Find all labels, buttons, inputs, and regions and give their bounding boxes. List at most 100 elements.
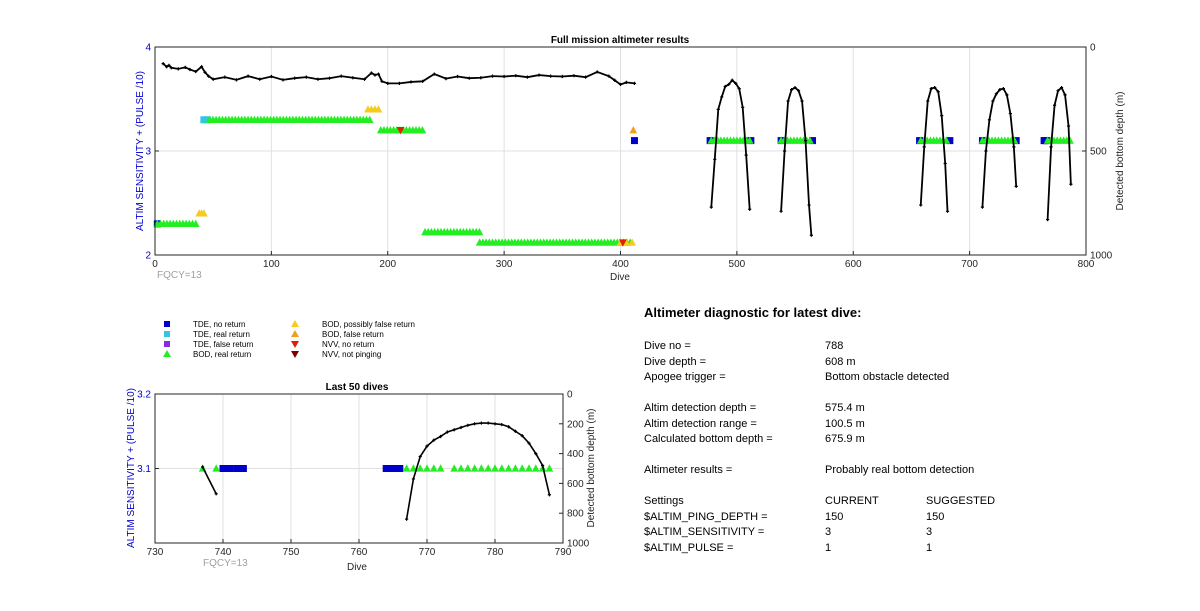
settings-header-row: Settings CURRENT SUGGESTED	[644, 495, 1164, 511]
bottom-depth-point	[803, 139, 808, 143]
setting-row: $ALTIM_PULSE = 1 1	[644, 542, 1164, 558]
bottom-depth-point	[188, 67, 192, 72]
bottom-depth-point	[1046, 218, 1050, 222]
bod-real-return-marker	[518, 464, 527, 472]
bottom-depth-point	[439, 434, 443, 439]
bottom-depth-point	[293, 76, 297, 80]
bottom-depth-point	[206, 74, 211, 78]
bottom-depth-point	[926, 99, 930, 103]
tde-no-return-marker	[809, 137, 817, 145]
bottom-depth-point	[432, 72, 436, 76]
bod-real-return-marker	[806, 136, 814, 144]
bod-real-return-marker	[409, 464, 418, 472]
apogee-trigger-row: Apogee trigger = Bottom obstacle detecte…	[644, 371, 1164, 387]
bottom-depth-point	[161, 62, 165, 66]
setting-suggested: 1	[926, 541, 933, 554]
bottom-depth-point	[418, 454, 422, 459]
top-x-axis-label: Dive	[610, 272, 630, 283]
bod-real-return-marker	[525, 464, 533, 472]
bottom-depth-point	[490, 74, 495, 78]
bottom-depth-point	[534, 452, 538, 456]
dive-no-value: 788	[825, 340, 844, 352]
bottom-depth-point	[444, 77, 448, 81]
bottom-depth-point	[214, 492, 218, 496]
bod-real-return-marker	[423, 464, 431, 472]
bottom-depth-point	[1059, 85, 1064, 90]
altim-detection-range-value: 100.5 m	[825, 417, 865, 430]
bottom-depth-line	[201, 466, 217, 495]
altim-detection-range-row: Altim detection range = 100.5 m	[644, 418, 1164, 434]
tde-no-return-marker	[396, 465, 404, 472]
bottom-depth-point	[362, 77, 367, 81]
bottom-depth-point	[618, 82, 623, 87]
bottom-depth-point	[466, 423, 470, 427]
bod-real-return-marker	[402, 464, 411, 472]
bottom-depth-point	[1008, 111, 1012, 116]
y-right-tick-label: 500	[1090, 147, 1107, 158]
bottom-depth-point	[514, 74, 518, 78]
tde-no-return-marker	[219, 465, 227, 472]
bottom-depth-point	[741, 105, 745, 109]
bottom-depth-point	[167, 63, 171, 67]
bod-real-return-marker	[531, 464, 540, 472]
bottom-depth-point	[183, 65, 187, 69]
bottom-depth-point	[929, 87, 933, 91]
y-right-tick-label: 1000	[567, 539, 590, 550]
bod-real-return-marker	[429, 464, 438, 472]
bottom-depth-point	[998, 88, 1002, 92]
settings-label: Settings	[644, 495, 684, 507]
bod-real-return-marker	[418, 126, 427, 134]
bod-possibly-false-return-marker	[374, 105, 383, 113]
bottom-depth-point	[713, 157, 717, 161]
legend-marker-tde-false-return	[164, 341, 170, 347]
bottom-depth-point	[211, 77, 215, 81]
bod-real-return-marker	[450, 464, 459, 472]
nvv-no-return-marker	[396, 127, 405, 135]
nvv-no-return-marker	[618, 239, 627, 247]
bottom-depth-point	[748, 207, 752, 211]
x-tick-label: 790	[555, 547, 572, 558]
bod-real-return-marker	[416, 464, 425, 472]
bottom-depth-point	[943, 161, 947, 166]
tde-real-return-marker	[203, 116, 211, 124]
bottom-depth-point	[980, 205, 985, 209]
setting-name: $ALTIM_PING_DEPTH =	[644, 510, 768, 523]
bottom-depth-point	[723, 84, 727, 89]
calculated-bottom-depth-row: Calculated bottom depth = 675.9 m	[644, 433, 1164, 449]
bottom-depth-line	[1046, 86, 1072, 220]
dive-depth-label: Dive depth =	[644, 355, 707, 368]
bottom-depth-point	[809, 233, 813, 237]
altim-detection-depth-label: Altim detection depth =	[644, 402, 757, 414]
bottom-depth-line	[919, 86, 949, 212]
legend-label-tde-false-return: TDE, false return	[193, 340, 253, 349]
y-right-tick-label: 0	[567, 390, 573, 401]
x-tick-label: 760	[351, 547, 368, 558]
bottom-depth-point	[432, 438, 436, 442]
y-right-tick-label: 600	[567, 479, 584, 490]
bottom-depth-point	[500, 422, 504, 427]
diagnostic-title: Altimeter diagnostic for latest dive:	[644, 305, 862, 320]
x-tick-label: 740	[215, 547, 232, 558]
bottom-depth-point	[1052, 103, 1057, 107]
bod-real-return-marker	[436, 464, 445, 472]
x-tick-label: 600	[845, 259, 862, 270]
x-tick-label: 700	[961, 259, 978, 270]
bod-possibly-false-return-marker	[622, 238, 631, 246]
bottom-depth-point	[737, 87, 741, 91]
legend-label-nvv-not-pinging: NVV, not pinging	[322, 350, 381, 359]
legend-label-bod-real-return: BOD, real return	[193, 350, 251, 359]
bottom-depth-point	[467, 76, 471, 80]
bod-false-return-marker	[629, 126, 638, 134]
bottom-depth-point	[479, 76, 483, 80]
bottom-depth-point	[994, 92, 998, 96]
bottom-depth-point	[281, 78, 285, 82]
setting-name: $ALTIM_SENSITIVITY =	[644, 526, 765, 538]
y-left-tick-label: 3.2	[137, 390, 151, 401]
legend-marker-tde-no-return	[164, 321, 170, 327]
bottom-depth-point	[369, 71, 374, 75]
bottom-depth-point	[624, 80, 628, 84]
bottom-depth-point	[1066, 124, 1071, 128]
bottom-depth-point	[793, 85, 797, 90]
bottom-depth-point	[513, 429, 517, 433]
